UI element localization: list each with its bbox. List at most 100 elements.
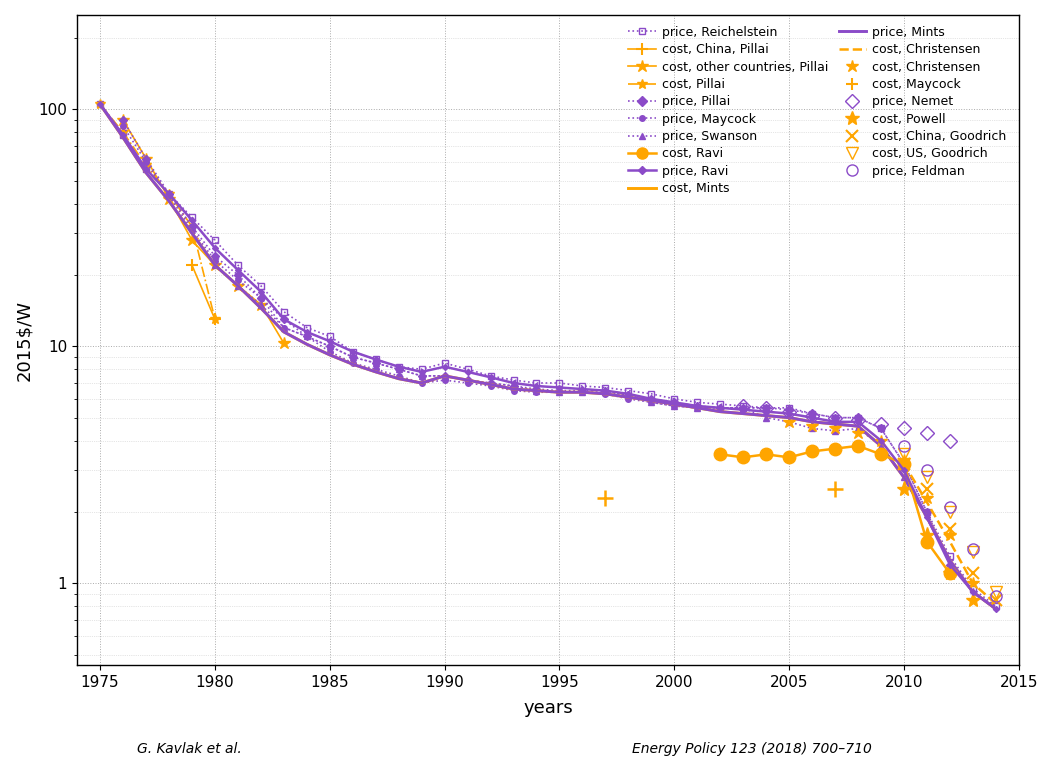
price, Reichelstein bbox=[415, 365, 428, 374]
price, Reichelstein bbox=[346, 347, 359, 356]
price, Mints bbox=[255, 303, 267, 312]
price, Ravi bbox=[829, 418, 841, 427]
cost, Powell bbox=[897, 485, 910, 494]
cost, other countries, Pillai bbox=[140, 154, 153, 163]
price, Mints bbox=[576, 388, 589, 397]
price, Swanson bbox=[553, 388, 565, 397]
price, Reichelstein bbox=[875, 424, 888, 433]
cost, other countries, Pillai bbox=[117, 116, 130, 125]
price, Ravi bbox=[668, 398, 680, 407]
price, Mints bbox=[461, 376, 474, 385]
price, Maycock bbox=[232, 276, 244, 285]
cost, Christensen bbox=[990, 599, 1002, 608]
price, Maycock bbox=[714, 403, 727, 412]
price, Swanson bbox=[323, 341, 336, 351]
price, Maycock bbox=[668, 402, 680, 411]
price, Swanson bbox=[691, 403, 703, 412]
price, Pillai bbox=[943, 560, 956, 569]
price, Maycock bbox=[208, 256, 221, 265]
price, Mints bbox=[393, 374, 405, 383]
price, Maycock bbox=[622, 394, 635, 403]
price, Ravi bbox=[760, 407, 773, 416]
price, Reichelstein bbox=[714, 399, 727, 408]
price, Pillai bbox=[117, 116, 130, 125]
price, Reichelstein bbox=[232, 261, 244, 270]
Legend: price, Reichelstein, cost, China, Pillai, cost, other countries, Pillai, cost, P: price, Reichelstein, cost, China, Pillai… bbox=[623, 21, 1012, 200]
cost, Mints bbox=[163, 197, 176, 206]
price, Mints bbox=[782, 413, 795, 422]
price, Maycock bbox=[370, 365, 382, 374]
price, Swanson bbox=[530, 386, 542, 395]
price, Pillai bbox=[346, 353, 359, 362]
cost, Pillai bbox=[94, 100, 106, 109]
cost, Mints bbox=[645, 396, 658, 405]
price, Reichelstein bbox=[829, 413, 841, 422]
price, Pillai bbox=[484, 379, 497, 388]
price, Mints bbox=[645, 396, 658, 405]
price, Ravi bbox=[300, 328, 313, 337]
price, Swanson bbox=[829, 426, 841, 435]
cost, Powell bbox=[920, 530, 933, 539]
cost, Mints bbox=[897, 472, 910, 482]
price, Reichelstein bbox=[967, 584, 979, 593]
price, Reichelstein bbox=[140, 165, 153, 174]
price, Swanson bbox=[232, 281, 244, 290]
price, Pillai bbox=[782, 405, 795, 415]
price, Swanson bbox=[668, 402, 680, 411]
price, Pillai bbox=[461, 376, 474, 385]
price, Ravi bbox=[163, 189, 176, 198]
price, Ravi bbox=[737, 405, 750, 415]
cost, Mints bbox=[232, 281, 244, 290]
price, Ravi bbox=[415, 367, 428, 376]
price, Mints bbox=[94, 100, 106, 109]
price, Maycock bbox=[300, 332, 313, 341]
price, Ravi bbox=[323, 337, 336, 346]
price, Mints bbox=[737, 409, 750, 418]
price, Mints bbox=[668, 399, 680, 408]
price, Maycock bbox=[737, 403, 750, 412]
price, Pillai bbox=[760, 403, 773, 412]
cost, Mints bbox=[875, 441, 888, 450]
price, Feldman bbox=[897, 441, 910, 450]
Line: price, Maycock: price, Maycock bbox=[120, 123, 769, 411]
cost, Mints bbox=[920, 513, 933, 522]
price, Pillai bbox=[393, 365, 405, 374]
price, Reichelstein bbox=[323, 332, 336, 341]
cost, Christensen (pts) bbox=[829, 424, 841, 433]
price, Reichelstein bbox=[852, 413, 865, 422]
price, Maycock bbox=[140, 157, 153, 166]
Line: cost, other countries, Pillai: cost, other countries, Pillai bbox=[117, 114, 290, 350]
Line: cost, China, Goodrich: cost, China, Goodrich bbox=[897, 457, 1002, 607]
price, Ravi bbox=[782, 409, 795, 418]
price, Ravi bbox=[346, 347, 359, 356]
cost, Mints bbox=[185, 229, 198, 238]
price, Mints bbox=[185, 229, 198, 238]
Line: price, Pillai: price, Pillai bbox=[120, 117, 953, 567]
price, Ravi bbox=[714, 403, 727, 412]
price, Ravi bbox=[875, 436, 888, 445]
price, Reichelstein bbox=[599, 383, 612, 392]
price, Pillai bbox=[438, 371, 451, 380]
price, Swanson bbox=[255, 300, 267, 309]
price, Ravi bbox=[897, 466, 910, 475]
price, Mints bbox=[370, 367, 382, 376]
price, Reichelstein bbox=[163, 189, 176, 198]
price, Feldman bbox=[920, 466, 933, 475]
price, Maycock bbox=[760, 403, 773, 412]
price, Ravi bbox=[806, 413, 818, 422]
cost, Mints bbox=[208, 261, 221, 270]
cost, China, Goodrich bbox=[920, 485, 933, 494]
cost, Mints bbox=[829, 419, 841, 428]
cost, China, Goodrich bbox=[897, 459, 910, 468]
price, Mints bbox=[530, 386, 542, 395]
price, Feldman bbox=[990, 592, 1002, 601]
price, Maycock bbox=[163, 191, 176, 200]
price, Pillai bbox=[599, 386, 612, 395]
price, Pillai bbox=[645, 394, 658, 403]
cost, other countries, Pillai bbox=[232, 281, 244, 290]
cost, other countries, Pillai bbox=[185, 235, 198, 245]
price, Mints bbox=[278, 328, 291, 337]
price, Ravi bbox=[208, 243, 221, 252]
cost, Ravi bbox=[806, 447, 818, 456]
price, Reichelstein bbox=[300, 323, 313, 332]
